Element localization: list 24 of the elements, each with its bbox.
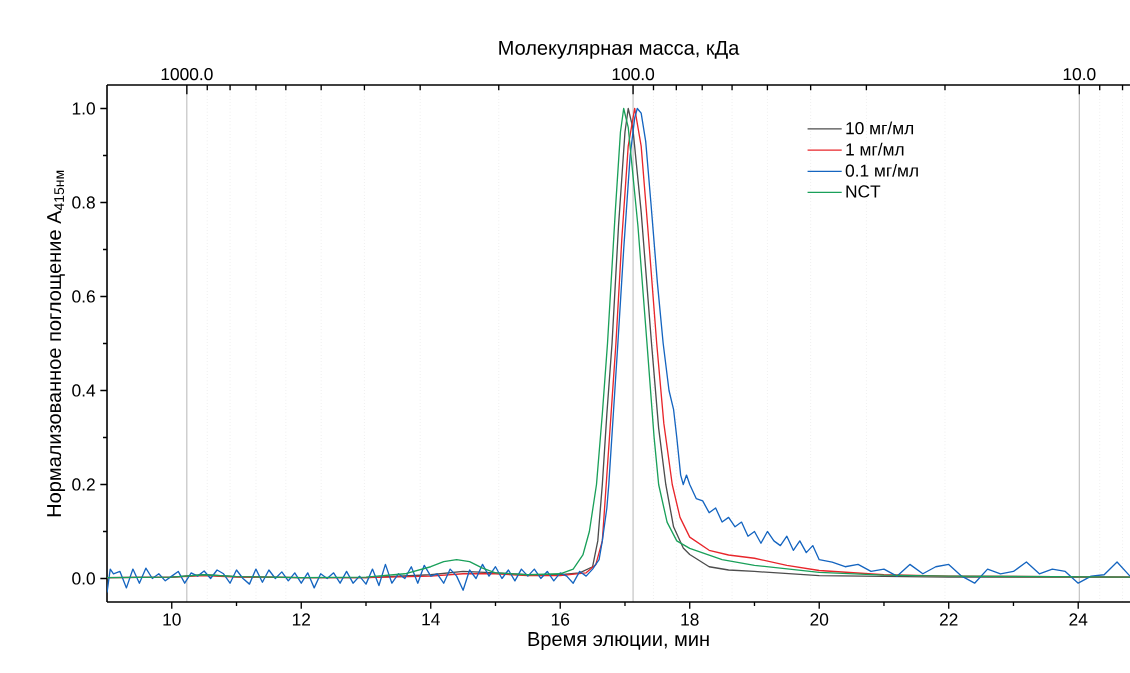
x-tick-label: 14: [422, 613, 440, 626]
x-tick-label: 24: [1069, 613, 1088, 626]
y-tick-label: 0.4: [72, 384, 96, 397]
legend-label: 10 мг/мл: [846, 121, 914, 135]
x-axis-title: Время элюции, мин: [528, 632, 709, 651]
y-axis-title: Нормализованное поглощение A$_{415нм}$: [47, 170, 66, 517]
x-tick-label: 18: [681, 613, 699, 626]
x2-tick-label: 10.0: [1063, 68, 1096, 81]
legend-label: 0.1 мг/мл: [845, 164, 918, 177]
x-tick-label: 22: [939, 613, 958, 626]
x2-axis-title: Молекулярная масса, кДа: [499, 40, 740, 59]
x-tick-label: 10: [163, 613, 181, 626]
x-tick-label: 20: [810, 613, 829, 626]
y-tick-label: 1.0: [72, 102, 95, 115]
y-tick-label: 0.8: [72, 196, 95, 209]
x2-tick-label: 100.0: [612, 68, 655, 81]
x2-tick-label: 1000.0: [161, 68, 213, 81]
y-tick-label: 0.2: [72, 478, 95, 491]
y-tick-label: 0.6: [72, 290, 95, 303]
x-tick-label: 16: [551, 613, 570, 626]
y-tick-label: 0.0: [72, 572, 95, 585]
legend-label: NCT: [846, 185, 881, 198]
x-tick-label: 12: [292, 613, 311, 626]
legend-label: 1 мг/мл: [846, 142, 904, 156]
